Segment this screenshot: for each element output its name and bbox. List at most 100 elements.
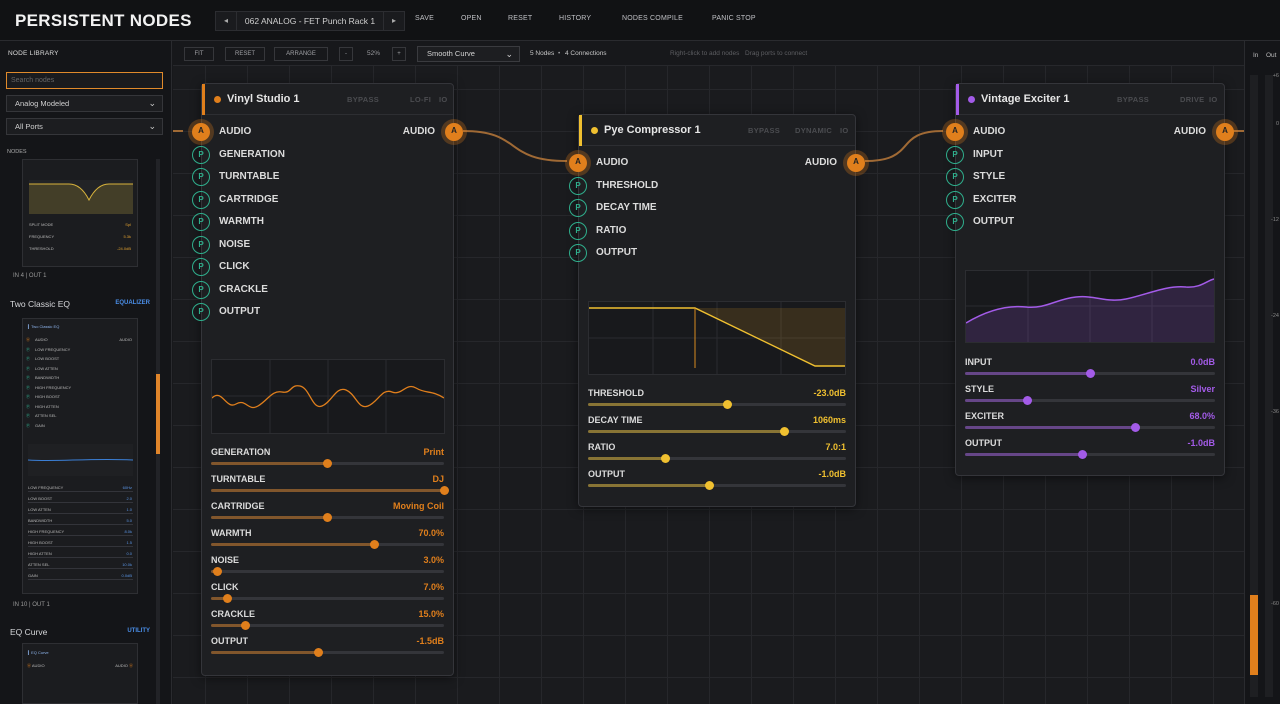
param-port[interactable]: P [192, 235, 210, 254]
param-slider-thumb[interactable] [241, 621, 251, 630]
transfer-curve-graph [589, 302, 845, 374]
param-slider-track[interactable] [211, 624, 444, 627]
param-slider-thumb[interactable] [439, 486, 449, 495]
zoom-out-button[interactable]: - [339, 47, 353, 61]
sidebar-scroll-thumb[interactable] [156, 374, 160, 454]
library-card-splitter[interactable]: SPLIT MODE Spl FREQUENCY 5.3k THRESHOLD … [22, 159, 138, 267]
param-slider-thumb[interactable] [779, 427, 789, 436]
param-slider-thumb[interactable] [1023, 396, 1032, 405]
category-filter-select[interactable]: Analog Modeled ⌄ [6, 95, 163, 112]
io-flag[interactable]: IO [439, 95, 448, 104]
curve-style-select[interactable]: Smooth Curve ⌄ [417, 46, 520, 62]
param-port[interactable]: P [192, 258, 210, 276]
mode-flag[interactable]: LO-FI [410, 95, 432, 104]
open-button[interactable]: OPEN [461, 15, 482, 22]
fit-button[interactable]: FIT [184, 47, 214, 61]
param-slider-thumb[interactable] [213, 567, 223, 576]
param-port[interactable]: P [946, 145, 964, 164]
param-slider-thumb[interactable] [704, 481, 714, 490]
param-slider-thumb[interactable] [222, 594, 232, 603]
audio-out-port[interactable]: A [445, 123, 463, 141]
arrange-button[interactable]: ARRANGE [274, 47, 328, 61]
param-slider-track[interactable] [588, 484, 846, 487]
port-filter-select[interactable]: All Ports ⌄ [6, 118, 163, 135]
param-slider-thumb[interactable] [323, 513, 332, 522]
mini-param-value: 10.0k [122, 562, 132, 567]
preset-prev-button[interactable]: ◂ [223, 16, 228, 25]
param-port[interactable]: P [946, 213, 964, 231]
param-port[interactable]: P [192, 190, 210, 209]
param-slider-thumb[interactable] [369, 540, 379, 549]
param-slider-thumb[interactable] [323, 459, 332, 468]
param-slider-thumb[interactable] [660, 454, 670, 463]
io-flag[interactable]: IO [1209, 95, 1218, 104]
param-slider-track[interactable] [211, 570, 444, 573]
param-slider-fill [211, 651, 319, 654]
node-header[interactable]: Vintage Exciter 1 BYPASS DRIVE IO [956, 84, 1224, 115]
mode-flag[interactable]: DYNAMIC [795, 126, 833, 135]
status-dot-icon [968, 96, 975, 103]
param-port[interactable]: P [946, 190, 964, 209]
param-port[interactable]: P [192, 168, 210, 186]
mini-param-label: LOW FREQUENCY [28, 485, 64, 490]
wire-vinyl-to-pye [462, 130, 568, 162]
audio-out-port[interactable]: A [847, 154, 865, 172]
param-port[interactable]: P [192, 303, 210, 321]
param-port[interactable]: P [569, 199, 587, 217]
search-input[interactable]: Search nodes [6, 72, 163, 89]
param-slider-thumb[interactable] [722, 400, 732, 409]
preset-name[interactable]: 062 ANALOG - FET Punch Rack 1 [236, 12, 384, 30]
param-slider-track[interactable] [965, 453, 1215, 456]
preset-next-button[interactable]: ▸ [391, 16, 396, 25]
bypass-toggle[interactable]: BYPASS [1117, 95, 1150, 104]
param-port[interactable]: P [192, 145, 210, 164]
reset-button[interactable]: RESET [508, 15, 533, 22]
audio-out-port[interactable]: A [1216, 123, 1234, 141]
param-slider-thumb[interactable] [1078, 450, 1087, 459]
mini-param-track [28, 513, 133, 514]
node-pye-compressor[interactable]: Pye Compressor 1 BYPASS DYNAMIC IO A AUDI… [569, 114, 865, 507]
bypass-toggle[interactable]: BYPASS [347, 95, 380, 104]
param-port[interactable]: P [569, 244, 587, 262]
param-slider-track[interactable] [965, 426, 1215, 429]
mode-flag[interactable]: DRIVE [1180, 95, 1205, 104]
param-slider-track[interactable] [588, 430, 846, 433]
param-slider-track[interactable] [588, 457, 846, 460]
io-flag[interactable]: IO [840, 126, 849, 135]
param-port[interactable]: P [192, 213, 210, 231]
zoom-in-button[interactable]: + [392, 47, 406, 61]
param-slider-track[interactable] [965, 399, 1215, 402]
node-header[interactable]: Pye Compressor 1 BYPASS DYNAMIC IO [579, 115, 855, 146]
audio-in-port[interactable]: A [569, 154, 587, 172]
node-vintage-exciter[interactable]: Vintage Exciter 1 BYPASS DRIVE IO A AUDIO… [946, 83, 1234, 476]
param-slider-track[interactable] [211, 597, 444, 600]
mini-param-track [28, 557, 133, 558]
param-slider-track[interactable] [588, 403, 846, 406]
param-port[interactable]: P [946, 168, 964, 186]
audio-in-port[interactable]: A [192, 123, 210, 141]
param-port[interactable]: P [192, 280, 210, 299]
param-slider-fill [588, 430, 785, 433]
param-slider-track[interactable] [211, 651, 444, 654]
panic-stop-button[interactable]: PANIC STOP [712, 15, 756, 22]
param-port[interactable]: P [569, 176, 587, 195]
audio-in-port[interactable]: A [946, 123, 964, 141]
library-card-eq-curve[interactable]: ▎EQ Curve Ⓐ AUDIO AUDIO Ⓐ [22, 643, 138, 704]
param-slider-thumb[interactable] [313, 648, 323, 657]
node-vinyl-studio[interactable]: Vinyl Studio 1 BYPASS LO-FI IO A AUDIO P GE… [192, 83, 463, 676]
mini-param-port-icon: Ⓟ [26, 384, 30, 390]
nodes-compile-button[interactable]: NODES COMPILE [622, 15, 683, 22]
param-slider-track[interactable] [211, 543, 444, 546]
reset-view-button[interactable]: RESET [225, 47, 265, 61]
save-button[interactable]: SAVE [415, 15, 434, 22]
param-port[interactable]: P [569, 221, 587, 240]
node-header[interactable]: Vinyl Studio 1 BYPASS LO-FI IO [202, 84, 453, 115]
param-value: Print [423, 447, 444, 457]
library-card-two-classic-eq[interactable]: ▎Two Classic EQ Ⓐ AUDIO Ⓟ LOW FREQUENCY Ⓟ LOW… [22, 318, 138, 594]
param-slider-thumb[interactable] [1130, 423, 1140, 432]
connection-wires [173, 130, 1244, 162]
param-slider-track[interactable] [211, 489, 444, 492]
bypass-toggle[interactable]: BYPASS [748, 126, 781, 135]
param-slider-thumb[interactable] [1085, 369, 1095, 378]
history-button[interactable]: HISTORY [559, 15, 592, 22]
